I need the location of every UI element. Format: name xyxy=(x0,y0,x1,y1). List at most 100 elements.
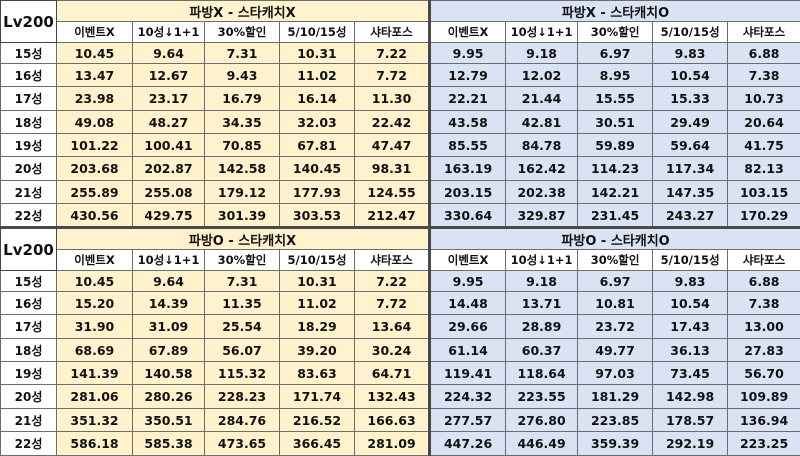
value-cell-catch: 6.97 xyxy=(578,43,653,64)
value-cell-catch: 9.95 xyxy=(430,43,506,64)
value-cell-catch: 6.88 xyxy=(728,271,800,292)
value-cell-no-catch: 140.45 xyxy=(280,157,355,181)
group-title: 파방O - 스타캐치O xyxy=(430,228,800,250)
value-cell-catch: 10.73 xyxy=(728,87,800,111)
value-cell-no-catch: 48.27 xyxy=(133,111,205,134)
value-cell-no-catch: 351.32 xyxy=(57,409,133,432)
value-cell-no-catch: 22.42 xyxy=(355,111,430,134)
value-cell-no-catch: 98.31 xyxy=(355,157,430,181)
value-cell-catch: 162.42 xyxy=(506,157,578,181)
value-cell-catch: 119.41 xyxy=(430,362,506,385)
value-cell-catch: 21.44 xyxy=(506,87,578,111)
value-cell-catch: 276.80 xyxy=(506,409,578,432)
value-cell-catch: 223.55 xyxy=(506,385,578,409)
star-level-cell: 17성 xyxy=(1,87,57,111)
value-cell-no-catch: 124.55 xyxy=(355,181,430,204)
value-cell-catch: 59.89 xyxy=(578,134,653,157)
value-cell-catch: 7.38 xyxy=(728,292,800,315)
value-cell-no-catch: 68.69 xyxy=(57,339,133,362)
value-cell-catch: 118.64 xyxy=(506,362,578,385)
value-cell-no-catch: 11.02 xyxy=(280,64,355,87)
value-cell-catch: 109.89 xyxy=(728,385,800,409)
value-cell-catch: 27.83 xyxy=(728,339,800,362)
value-cell-no-catch: 142.58 xyxy=(205,157,280,181)
value-cell-no-catch: 281.06 xyxy=(57,385,133,409)
value-cell-catch: 36.13 xyxy=(653,339,728,362)
value-cell-no-catch: 10.45 xyxy=(57,43,133,64)
value-cell-no-catch: 7.72 xyxy=(355,64,430,87)
value-cell-catch: 9.18 xyxy=(506,43,578,64)
value-cell-no-catch: 10.45 xyxy=(57,271,133,292)
column-header: 이벤트X xyxy=(57,22,133,43)
value-cell-catch: 13.00 xyxy=(728,315,800,339)
value-cell-catch: 41.75 xyxy=(728,134,800,157)
column-header: 10성↓1+1 xyxy=(506,250,578,271)
value-cell-catch: 9.83 xyxy=(653,271,728,292)
value-cell-catch: 17.43 xyxy=(653,315,728,339)
value-cell-catch: 29.66 xyxy=(430,315,506,339)
value-cell-catch: 329.87 xyxy=(506,204,578,228)
column-header: 10성↓1+1 xyxy=(133,250,205,271)
value-cell-catch: 73.45 xyxy=(653,362,728,385)
value-cell-catch: 59.64 xyxy=(653,134,728,157)
column-header: 샤타포스 xyxy=(728,22,800,43)
value-cell-no-catch: 13.47 xyxy=(57,64,133,87)
group-title: 파방O - 스타캐치X xyxy=(57,228,430,250)
star-level-cell: 20성 xyxy=(1,385,57,409)
value-cell-catch: 56.70 xyxy=(728,362,800,385)
value-cell-catch: 202.38 xyxy=(506,181,578,204)
value-cell-catch: 20.64 xyxy=(728,111,800,134)
star-level-cell: 17성 xyxy=(1,315,57,339)
value-cell-no-catch: 11.35 xyxy=(205,292,280,315)
value-cell-no-catch: 7.31 xyxy=(205,271,280,292)
value-cell-no-catch: 366.45 xyxy=(280,432,355,456)
value-cell-catch: 359.39 xyxy=(578,432,653,456)
value-cell-no-catch: 67.81 xyxy=(280,134,355,157)
value-cell-catch: 243.27 xyxy=(653,204,728,228)
value-cell-no-catch: 14.39 xyxy=(133,292,205,315)
value-cell-no-catch: 179.12 xyxy=(205,181,280,204)
value-cell-no-catch: 11.30 xyxy=(355,87,430,111)
value-cell-no-catch: 7.22 xyxy=(355,271,430,292)
value-cell-catch: 12.79 xyxy=(430,64,506,87)
value-cell-catch: 10.81 xyxy=(578,292,653,315)
value-cell-no-catch: 9.64 xyxy=(133,43,205,64)
value-cell-catch: 170.29 xyxy=(728,204,800,228)
value-cell-no-catch: 281.09 xyxy=(355,432,430,456)
value-cell-catch: 97.03 xyxy=(578,362,653,385)
value-cell-catch: 29.49 xyxy=(653,111,728,134)
star-level-cell: 22성 xyxy=(1,204,57,228)
level-label: Lv200 xyxy=(1,228,57,271)
value-cell-no-catch: 203.68 xyxy=(57,157,133,181)
value-cell-no-catch: 23.98 xyxy=(57,87,133,111)
value-cell-catch: 330.64 xyxy=(430,204,506,228)
value-cell-catch: 61.14 xyxy=(430,339,506,362)
star-level-cell: 20성 xyxy=(1,157,57,181)
value-cell-no-catch: 64.71 xyxy=(355,362,430,385)
value-cell-no-catch: 30.24 xyxy=(355,339,430,362)
value-cell-no-catch: 228.23 xyxy=(205,385,280,409)
value-cell-no-catch: 83.63 xyxy=(280,362,355,385)
group-title: 파방X - 스타캐치X xyxy=(57,1,430,22)
value-cell-no-catch: 16.14 xyxy=(280,87,355,111)
star-level-cell: 19성 xyxy=(1,362,57,385)
value-cell-no-catch: 56.07 xyxy=(205,339,280,362)
value-cell-catch: 10.54 xyxy=(653,64,728,87)
value-cell-no-catch: 15.20 xyxy=(57,292,133,315)
value-cell-no-catch: 10.31 xyxy=(280,271,355,292)
value-cell-no-catch: 430.56 xyxy=(57,204,133,228)
column-header: 샤타포스 xyxy=(355,250,430,271)
value-cell-catch: 28.89 xyxy=(506,315,578,339)
